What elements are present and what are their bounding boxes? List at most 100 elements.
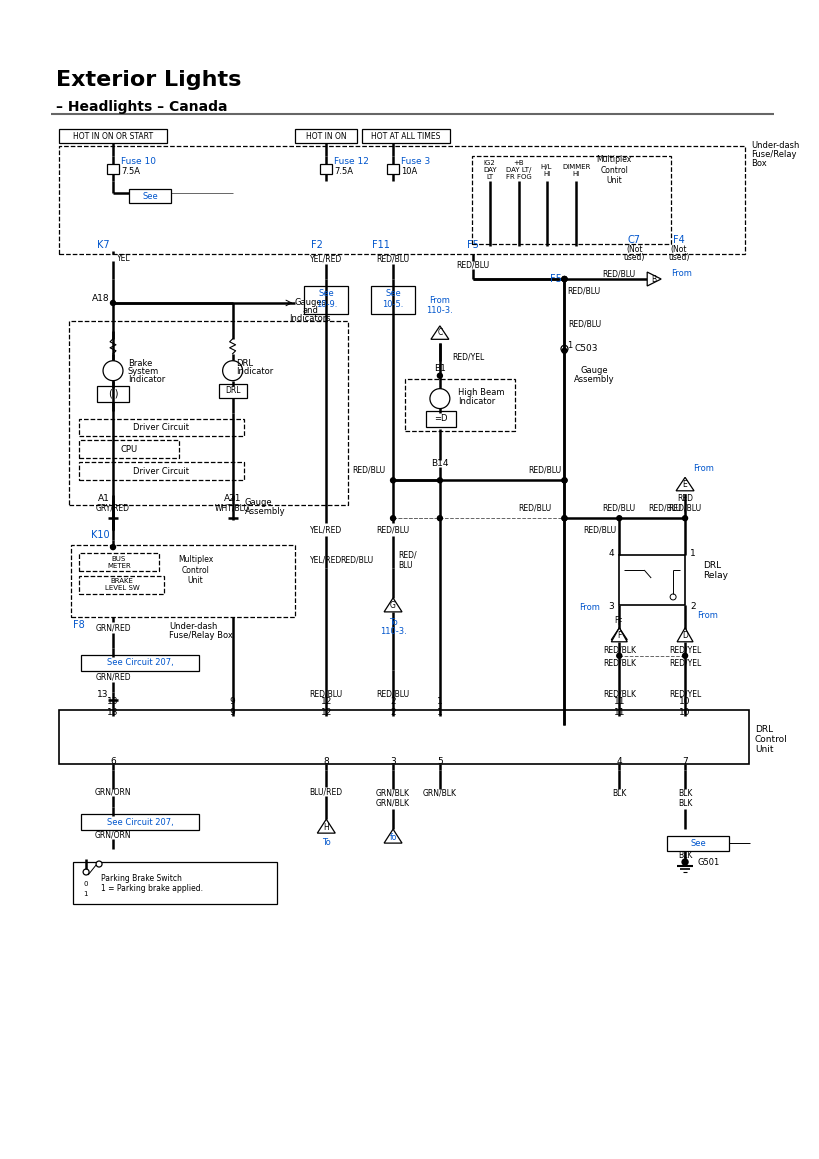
Text: F: F xyxy=(613,617,618,626)
Text: G501: G501 xyxy=(696,858,718,867)
Text: RED/YEL: RED/YEL xyxy=(668,690,700,698)
Circle shape xyxy=(616,516,621,520)
Text: +B
DAY LT/
FR FOG: +B DAY LT/ FR FOG xyxy=(505,160,531,181)
Text: RED/BLK: RED/BLK xyxy=(602,690,635,698)
Text: Driver Circuit: Driver Circuit xyxy=(133,423,188,432)
Text: DIMMER
HI: DIMMER HI xyxy=(562,163,590,177)
Text: 110-3.: 110-3. xyxy=(426,306,453,315)
Circle shape xyxy=(103,360,123,380)
Text: 110-3.: 110-3. xyxy=(379,627,406,636)
Text: Assembly: Assembly xyxy=(244,506,285,516)
Circle shape xyxy=(83,869,89,875)
Text: GRN/RED: GRN/RED xyxy=(95,672,131,681)
Text: Indicator: Indicator xyxy=(128,376,165,384)
Bar xyxy=(59,709,748,765)
Text: RED/BLU: RED/BLU xyxy=(527,466,560,475)
Bar xyxy=(97,386,129,402)
Circle shape xyxy=(681,516,686,520)
Text: RED/BLU: RED/BLU xyxy=(568,320,601,328)
Text: HOT IN ON: HOT IN ON xyxy=(305,131,346,140)
Text: 1: 1 xyxy=(437,708,442,717)
Text: BUS
METER: BUS METER xyxy=(107,555,131,569)
Text: RED/BLU: RED/BLU xyxy=(648,504,681,512)
Text: BLK: BLK xyxy=(677,851,691,860)
Text: High Beam: High Beam xyxy=(457,388,504,398)
Bar xyxy=(81,655,198,671)
Text: 11: 11 xyxy=(613,697,624,706)
Text: GRN/BLK: GRN/BLK xyxy=(423,789,456,797)
Text: 6: 6 xyxy=(110,757,115,766)
Text: Fuse 12: Fuse 12 xyxy=(334,156,369,166)
Text: (Not: (Not xyxy=(670,245,686,254)
Text: To: To xyxy=(388,619,397,627)
Text: B14: B14 xyxy=(431,459,448,468)
Polygon shape xyxy=(317,819,335,833)
Bar xyxy=(59,146,744,254)
Bar xyxy=(81,815,198,830)
Text: used): used) xyxy=(667,253,689,262)
Text: See: See xyxy=(142,191,157,201)
Text: Fuse 3: Fuse 3 xyxy=(400,156,430,166)
Text: BLU/RED: BLU/RED xyxy=(310,788,342,796)
Text: From: From xyxy=(578,604,599,612)
Text: RED/BLU: RED/BLU xyxy=(376,255,410,263)
Text: DRL: DRL xyxy=(237,359,253,369)
Polygon shape xyxy=(383,829,401,843)
Bar xyxy=(425,410,455,427)
Text: From: From xyxy=(696,612,717,620)
Text: F11: F11 xyxy=(372,240,390,250)
Text: 2: 2 xyxy=(390,697,396,706)
Text: F: F xyxy=(617,632,621,640)
Text: From: From xyxy=(429,297,450,306)
Text: YEL/RED: YEL/RED xyxy=(310,555,342,564)
Text: RED/BLU: RED/BLU xyxy=(518,504,550,512)
Text: 13: 13 xyxy=(97,690,108,699)
Bar xyxy=(79,576,164,593)
Text: HOT AT ALL TIMES: HOT AT ALL TIMES xyxy=(371,131,440,140)
Text: 10: 10 xyxy=(678,697,690,706)
Text: RED/BLU: RED/BLU xyxy=(567,286,600,296)
Text: used): used) xyxy=(622,253,644,262)
Text: F8: F8 xyxy=(73,620,85,629)
Circle shape xyxy=(437,478,441,483)
Text: 9: 9 xyxy=(229,697,235,706)
Text: Gauge: Gauge xyxy=(244,497,272,506)
Circle shape xyxy=(561,516,566,520)
Text: RED/BLU: RED/BLU xyxy=(310,690,342,698)
Bar xyxy=(362,129,450,144)
Circle shape xyxy=(561,478,566,483)
Text: C7: C7 xyxy=(627,235,640,246)
Polygon shape xyxy=(646,272,660,286)
Text: 4: 4 xyxy=(616,757,622,766)
Bar xyxy=(129,189,170,203)
Bar xyxy=(667,836,728,851)
Text: See Circuit 207,: See Circuit 207, xyxy=(106,818,173,826)
Text: See Circuit 207,: See Circuit 207, xyxy=(106,658,173,668)
Circle shape xyxy=(390,478,395,483)
Text: RED: RED xyxy=(676,494,692,503)
Text: 1 = Parking brake applied.: 1 = Parking brake applied. xyxy=(101,884,203,894)
Text: Indicators: Indicators xyxy=(289,314,331,323)
Text: 10-9.: 10-9. xyxy=(315,300,337,309)
Text: RED/BLU: RED/BLU xyxy=(582,526,616,534)
Bar xyxy=(387,165,399,174)
Circle shape xyxy=(561,516,566,520)
Circle shape xyxy=(96,861,102,867)
Text: YEL/RED: YEL/RED xyxy=(310,255,342,263)
Text: 12: 12 xyxy=(320,697,332,706)
Text: B1: B1 xyxy=(433,364,446,373)
Bar xyxy=(618,555,684,605)
Text: GRY/RED: GRY/RED xyxy=(96,504,130,512)
Text: GRN/BLK: GRN/BLK xyxy=(376,789,410,797)
Text: RED/YEL: RED/YEL xyxy=(451,352,483,362)
Bar xyxy=(405,379,514,430)
Text: F5: F5 xyxy=(549,274,561,284)
Bar xyxy=(69,321,348,505)
Text: C503: C503 xyxy=(574,344,597,353)
Text: BLK: BLK xyxy=(677,789,691,797)
Text: A1: A1 xyxy=(98,494,110,503)
Bar xyxy=(71,545,295,617)
Text: 10-5.: 10-5. xyxy=(382,300,403,309)
Text: RED/BLU: RED/BLU xyxy=(340,555,373,564)
Text: Indicator: Indicator xyxy=(457,398,495,406)
